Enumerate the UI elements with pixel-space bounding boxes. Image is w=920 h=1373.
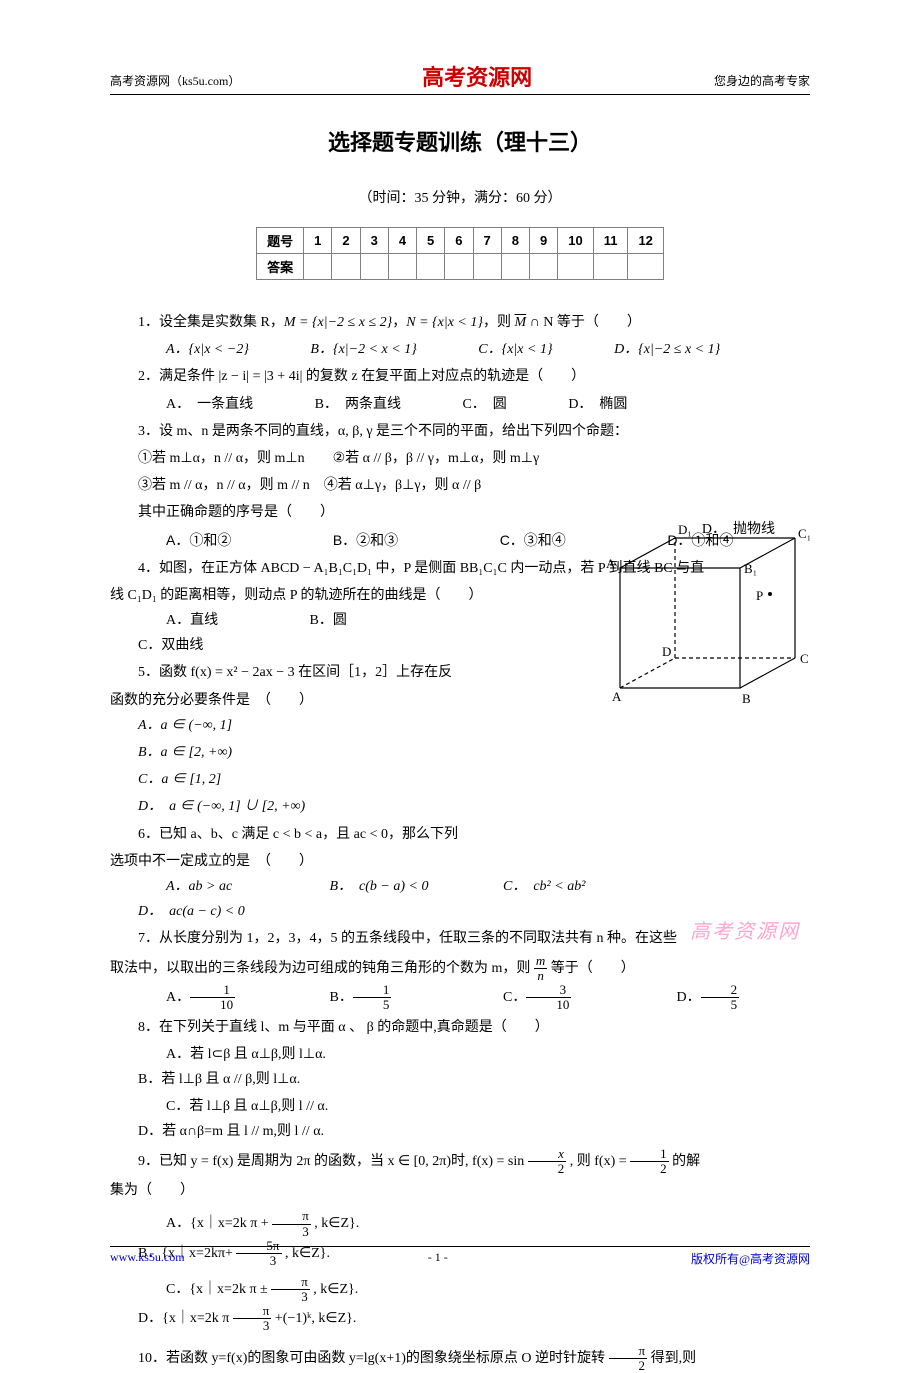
q3-opt-c: C．③和④ (472, 528, 566, 553)
q5-opt-b: B．a ∈ [2, +∞) (110, 740, 540, 765)
cube-diagram: A B C D A₁ B₁ C₁ D₁ P (600, 518, 810, 718)
cube-label-b: B (742, 691, 751, 706)
q5-opt-c: C．a ∈ [1, 2] (110, 767, 540, 792)
q6-stem-a: 6．已知 a、b、c 满足 c < b < a，且 ac < 0，那么下列 (110, 822, 540, 847)
q8-options-row1: A．若 l⊂β 且 α⊥β,则 l⊥α. B．若 l⊥β 且 α // β,则 … (110, 1042, 810, 1092)
q9-stem-d: 集为（ ） (110, 1178, 810, 1203)
q2-opt-b: B． 两条直线 (287, 392, 401, 417)
q8-stem: 8．在下列关于直线 l、m 与平面 α 、 β 的命题中,真命题是（ ） (110, 1015, 810, 1040)
q3-line1: ①若 m⊥α，n // α，则 m⊥n ②若 α // β，β // γ，m⊥α… (110, 446, 810, 471)
cube-label-d1: D₁ (678, 522, 692, 537)
q6-stem-b: 选项中不一定成立的是 （ ） (110, 849, 810, 874)
q9-opt-a: A．{x｜x=2k π + π3 , k∈Z}. (138, 1209, 474, 1239)
q8-opt-c: C．若 l⊥β 且 α⊥β,则 l // α. (138, 1094, 474, 1119)
q8-opt-b: B．若 l⊥β 且 α // β,则 l⊥α. (110, 1067, 446, 1092)
q7-opt-c: C．310 (475, 983, 615, 1013)
page-title: 选择题专题训练（理十三） (110, 125, 810, 157)
q2-stem: 2．满足条件 |z − i| = |3 + 4i| 的复数 z 在复平面上对应点… (110, 364, 810, 389)
q1-stem: 1．设全集是实数集 R，M = {x|−2 ≤ x ≤ 2}，N = {x|x … (110, 310, 810, 335)
q5-opt-a: A．a ∈ (−∞, 1] (110, 713, 540, 738)
cube-label-c1: C₁ (798, 526, 810, 541)
grid-row-numbers: 题号 1 2 3 4 5 6 7 8 9 10 11 12 (257, 228, 664, 254)
page-subtitle: （时间：35 分钟，满分：60 分） (110, 187, 810, 207)
q5-stem-b: 函数的充分必要条件是 （ ） (110, 688, 540, 713)
cube-label-a: A (612, 689, 622, 704)
grid-row-answers: 答案 (257, 254, 664, 280)
q9-stem: 9．已知 y = f(x) 是周期为 2π 的函数，当 x ∈ [0, 2π)时… (110, 1147, 810, 1177)
q7-opt-d: D．25 (649, 983, 740, 1013)
q6-opt-c: C． cb² < ab² (475, 874, 615, 899)
q1-options: A．{x|x < −2} B．{x|−2 < x < 1} C．{x|x < 1… (110, 337, 810, 362)
q8-opt-d: D．若 α∩β=m 且 l // m,则 l // α. (110, 1119, 446, 1144)
page-header: 高考资源网（ks5u.com） 高考资源网 您身边的高考专家 (110, 60, 810, 95)
q6-opt-b: B． c(b − a) < 0 (302, 874, 442, 899)
q2-opt-d: D． 椭圆 (540, 392, 627, 417)
footer-left: www.ks5u.com (110, 1250, 185, 1267)
q4-opt-b: B．圆 (282, 608, 392, 633)
q3-line2: ③若 m // α，n // α，则 m // n ④若 α⊥γ，β⊥γ，则 α… (110, 473, 810, 498)
q4-opt-a: A．直线 (138, 608, 248, 633)
header-center: 高考资源网 (422, 60, 532, 92)
header-right: 您身边的高考专家 (714, 72, 810, 89)
cube-label-c: C (800, 651, 809, 666)
q4-opt-c: C．双曲线 (110, 633, 220, 658)
grid-label-number: 题号 (257, 228, 304, 254)
q10-stem: 10．若函数 y=f(x)的图象可由函数 y=lg(x+1)的图象绕坐标原点 O… (110, 1344, 810, 1373)
cube-label-b1: B₁ (744, 561, 757, 576)
q2-opt-a: A． 一条直线 (138, 392, 253, 417)
q5-stem-a: 5．函数 f(x) = x² − 2ax − 3 在区间［1，2］上存在反 (110, 660, 540, 685)
q1-opt-d: D．{x|−2 ≤ x < 1} (586, 337, 720, 362)
q6-opt-a: A．ab > ac (138, 874, 268, 899)
q7-opt-a: A．110 (138, 983, 268, 1013)
footer-right: 版权所有@高考资源网 (691, 1250, 810, 1267)
q1-opt-c: C．{x|x < 1} (450, 337, 552, 362)
q9-opt-d: D．{x｜x=2k π π3 +(−1)ᵏ, k∈Z}. (110, 1304, 446, 1334)
q9-opt-c: C．{x｜x=2k π ± π3 , k∈Z}. (138, 1275, 474, 1305)
q8-opt-a: A．若 l⊂β 且 α⊥β,则 l⊥α. (138, 1042, 474, 1067)
cube-point-p (768, 592, 772, 596)
footer-page-number: - 1 - (428, 1250, 448, 1267)
q3-opt-b: B．②和③ (305, 528, 398, 553)
q6-opt-d: D． ac(a − c) < 0 (110, 899, 245, 924)
q1-opt-b: B．{x|−2 < x < 1} (282, 337, 416, 362)
q5-opt-d: D． a ∈ (−∞, 1] ∪ [2, +∞) (110, 794, 540, 819)
q2-opt-c: C． 圆 (434, 392, 506, 417)
q7-options: A．110 B．15 C．310 D．25 (110, 983, 810, 1013)
q7-opt-b: B．15 (302, 983, 442, 1013)
q2-options: A． 一条直线 B． 两条直线 C． 圆 D． 椭圆 (110, 392, 810, 417)
q7-stem-b: 取法中，以取出的三条线段为边可组成的钝角三角形的个数为 m，则 mn 等于（ ） (110, 954, 810, 984)
watermark-text: 高考资源网 (690, 915, 800, 944)
q8-options-row2: C．若 l⊥β 且 α⊥β,则 l // α. D．若 α∩β=m 且 l //… (110, 1094, 810, 1144)
cube-label-p: P (756, 588, 763, 603)
grid-label-answer: 答案 (257, 254, 304, 280)
cube-label-d: D (662, 644, 671, 659)
content-body: 1．设全集是实数集 R，M = {x|−2 ≤ x ≤ 2}，N = {x|x … (110, 310, 810, 1373)
q3-opt-a: A．①和② (138, 528, 231, 553)
header-left: 高考资源网（ks5u.com） (110, 72, 240, 89)
q1-opt-a: A．{x|x < −2} (138, 337, 249, 362)
q3-stem: 3．设 m、n 是两条不同的直线，α, β, γ 是三个不同的平面，给出下列四个… (110, 419, 810, 444)
q9-options-row2: C．{x｜x=2k π ± π3 , k∈Z}. D．{x｜x=2k π π3 … (110, 1275, 810, 1334)
q4-options: A．直线 B．圆 C．双曲线 (110, 608, 540, 658)
answer-grid: 题号 1 2 3 4 5 6 7 8 9 10 11 12 答案 (256, 227, 664, 280)
q7-frac-mn: mn (534, 954, 547, 984)
page-footer: www.ks5u.com - 1 - 版权所有@高考资源网 (110, 1246, 810, 1267)
cube-label-a1: A₁ (606, 556, 620, 571)
